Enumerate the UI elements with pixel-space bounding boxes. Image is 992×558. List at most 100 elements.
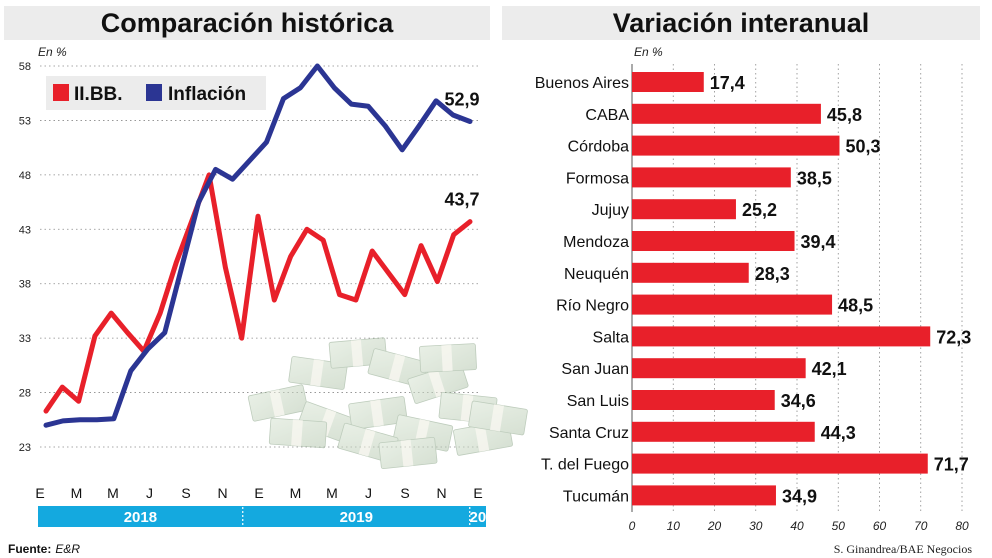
bar-value-label: 34,6 (781, 391, 816, 411)
left-y-tick-label: 48 (19, 170, 31, 182)
bar (632, 72, 704, 92)
x-tick-label: M (107, 485, 119, 501)
legend-swatch-iibb (53, 84, 69, 101)
bar (632, 199, 736, 220)
right-x-tick-label: 80 (955, 519, 969, 533)
bar-value-label: 72,3 (936, 327, 971, 347)
bar (632, 453, 928, 474)
bar-value-label: 50,3 (845, 137, 880, 157)
bar (632, 421, 815, 442)
series-line-inflacion (43, 63, 473, 428)
banknote-band (350, 339, 364, 367)
year-label: 20 (470, 509, 487, 526)
bar-category-label: CABA (585, 107, 629, 124)
right-x-tick-label: 50 (832, 519, 846, 533)
left-y-tick-label: 38 (19, 279, 31, 291)
bar-value-label: 39,4 (801, 232, 836, 252)
banknote-shape (247, 384, 309, 422)
bar-value-label: 28,3 (755, 264, 790, 284)
banknote-shape (348, 396, 408, 430)
right-unit-label: En % (634, 45, 663, 59)
year-band (38, 506, 486, 527)
bar (632, 326, 931, 347)
bar-value-label: 45,8 (827, 105, 862, 125)
bar-value-label: 48,5 (838, 296, 873, 316)
right-x-tick-label: 10 (667, 519, 681, 533)
x-tick-label: E (473, 485, 482, 501)
bar-value-label: 34,9 (782, 486, 817, 506)
legend: II.BB. Inflación (46, 76, 266, 110)
left-y-tick-label: 28 (19, 388, 31, 400)
series-line-iibb (43, 172, 473, 414)
bar-value-label: 38,5 (797, 168, 832, 188)
banknote-band (428, 369, 446, 398)
bar-value-label: 44,3 (821, 423, 856, 443)
right-x-tick-label: 30 (749, 519, 763, 533)
right-x-tick-label: 0 (629, 519, 636, 533)
x-tick-label: M (71, 485, 83, 501)
right-chart-title: Variación interanual (502, 6, 980, 40)
x-tick-label: M (290, 485, 302, 501)
bar-category-label: Río Negro (556, 298, 629, 315)
bar (632, 358, 806, 379)
banknote-band (490, 404, 504, 432)
money-stack-illustration (247, 337, 528, 470)
banknote-band (441, 344, 453, 372)
year-label: 2019 (340, 509, 373, 526)
source-value: E&R (55, 542, 81, 556)
right-x-tick-label: 70 (914, 519, 928, 533)
left-y-tick-label: 23 (19, 442, 31, 454)
x-tick-label: N (217, 485, 227, 501)
banknote-shape (378, 436, 438, 470)
legend-swatch-inflacion (146, 84, 162, 101)
bar (632, 262, 749, 283)
banknote-band (400, 439, 414, 467)
left-y-tick-label: 33 (19, 333, 31, 345)
x-tick-label: E (35, 485, 44, 501)
banknote-band (310, 359, 324, 387)
bar (632, 231, 795, 251)
series-end-label: 52,9 (444, 90, 479, 110)
bar-category-label: Formosa (566, 170, 629, 187)
banknote-band (370, 399, 384, 427)
bar-category-label: Mendoza (563, 234, 629, 251)
x-tick-label: S (400, 485, 409, 501)
x-tick-label: E (254, 485, 263, 501)
x-tick-label: J (146, 485, 153, 501)
credit-note: S. Ginandrea/BAE Negocios (833, 542, 972, 556)
bar-category-label: Jujuy (592, 202, 629, 219)
bar-value-label: 17,4 (710, 73, 745, 93)
x-tick-label: N (436, 485, 446, 501)
source-note: Fuente: E&R (8, 542, 80, 556)
bar (632, 135, 840, 156)
bar (632, 294, 833, 315)
bar (632, 103, 821, 124)
bar-category-label: Buenos Aires (535, 75, 629, 92)
banknote-band (291, 419, 303, 447)
banknote-band (388, 353, 406, 382)
banknote-shape (419, 343, 477, 373)
bar-value-label: 71,7 (934, 455, 969, 475)
bar-value-label: 42,1 (812, 359, 847, 379)
x-tick-label: J (365, 485, 372, 501)
bar-category-label: Neuquén (564, 266, 629, 283)
bar-category-label: San Juan (561, 361, 629, 378)
banknote-band (269, 389, 285, 417)
bar-category-label: Salta (593, 329, 630, 346)
banknote-shape (468, 400, 528, 436)
bar-category-label: T. del Fuego (541, 457, 629, 474)
left-y-tick-label: 58 (19, 61, 31, 73)
bar (632, 167, 791, 188)
right-x-tick-label: 60 (873, 519, 887, 533)
left-y-tick-label: 43 (19, 224, 31, 236)
legend-label-inflacion: Inflación (168, 84, 246, 105)
series-end-label: 43,7 (444, 190, 479, 210)
left-unit-label: En % (38, 45, 67, 59)
left-chart-title: Comparación histórica (4, 6, 490, 40)
banknote-band (474, 424, 490, 452)
x-tick-label: M (326, 485, 338, 501)
bar (632, 390, 775, 410)
bar-category-label: Santa Cruz (549, 425, 629, 442)
right-x-tick-label: 20 (707, 519, 722, 533)
